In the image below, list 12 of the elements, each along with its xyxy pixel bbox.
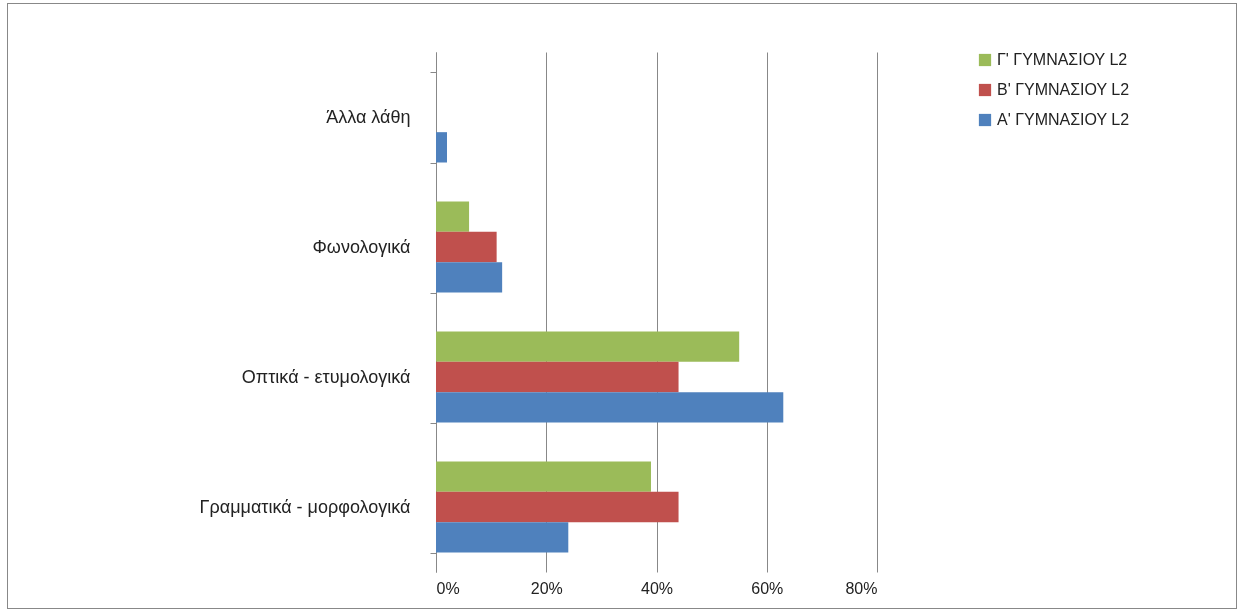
x-tick-label: 0% bbox=[436, 579, 460, 597]
legend-label: Γ' ΓΥΜΝΑΣΙΟΥ L2 bbox=[997, 51, 1128, 68]
x-tick-label: 60% bbox=[751, 579, 784, 597]
y-tick-label: Άλλα λάθη bbox=[326, 106, 411, 127]
y-tick-label: Γραμματικά - μορφολογικά bbox=[199, 496, 411, 517]
y-tick-label: Φωνολογικά bbox=[312, 236, 411, 257]
legend-label: Α' ΓΥΜΝΑΣΙΟΥ L2 bbox=[997, 111, 1130, 128]
x-tick-label: 40% bbox=[640, 579, 674, 597]
y-tick-label: Οπτικά - ετυμολογικά bbox=[241, 366, 411, 387]
x-tick-label: 80% bbox=[845, 579, 878, 597]
legend-label: Β' ΓΥΜΝΑΣΙΟΥ L2 bbox=[997, 81, 1130, 98]
x-tick-label: 20% bbox=[530, 579, 563, 597]
